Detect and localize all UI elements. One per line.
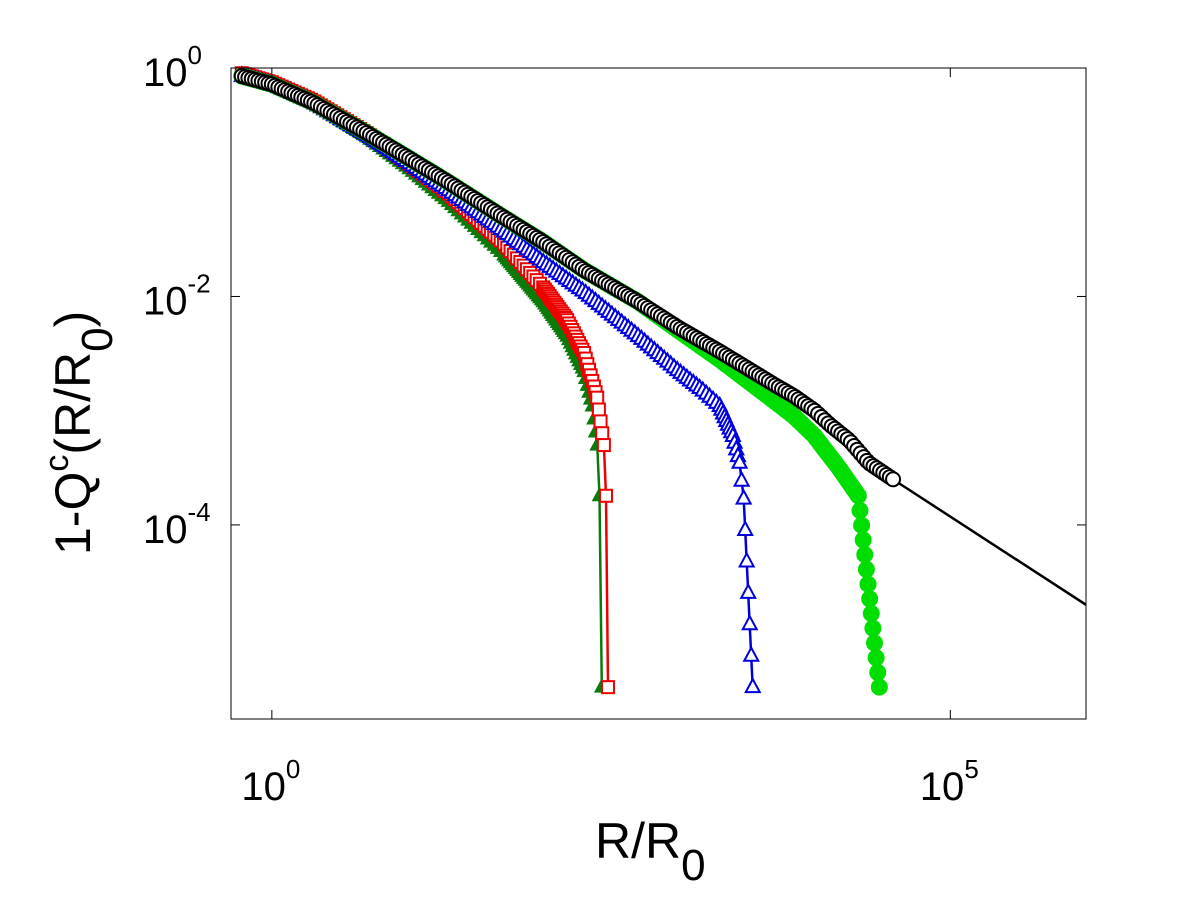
- data-point: [869, 663, 887, 681]
- y-axis-title-sup: c: [38, 455, 76, 472]
- x-tick-label: 100: [241, 754, 300, 809]
- data-point: [736, 519, 754, 537]
- data-point: [851, 501, 869, 519]
- data-point: [595, 426, 610, 441]
- plot-frame: [230, 67, 1087, 720]
- data-point: [849, 487, 867, 505]
- x-tick-label-exp: 0: [286, 754, 300, 784]
- data-point: [864, 619, 882, 637]
- x-axis-title-main: R/R: [595, 813, 681, 869]
- data-point: [885, 471, 902, 488]
- data-point: [730, 452, 749, 469]
- y-axis-title-post: ): [45, 311, 101, 328]
- data-point: [590, 390, 605, 405]
- data-point: [598, 488, 613, 503]
- data-point: [856, 546, 874, 564]
- y-axis-title: 1-Qc(R/R0): [38, 311, 122, 555]
- data-point: [866, 634, 884, 652]
- data-point: [600, 680, 615, 695]
- y-axis-title-mid: (R/R: [45, 352, 101, 455]
- y-tick-label-base: 10: [143, 508, 188, 552]
- data-point: [857, 560, 875, 578]
- series-layer: [233, 65, 1086, 696]
- data-point: [870, 678, 888, 696]
- data-point: [861, 590, 879, 608]
- data-point: [593, 414, 608, 429]
- x-axis-title-sub: 0: [681, 841, 705, 890]
- y-tick-label-base: 10: [143, 279, 188, 323]
- series-0-group: [233, 68, 1086, 606]
- x-tick-label: 105: [920, 754, 979, 809]
- data-point: [854, 531, 872, 549]
- data-point: [853, 516, 871, 534]
- y-tick-label-exp: 0: [188, 40, 202, 70]
- y-tick-label: 10-2: [143, 268, 211, 323]
- x-tick-label-exp: 5: [964, 754, 978, 784]
- x-axis-title: R/R0: [595, 813, 706, 890]
- data-point: [596, 438, 611, 453]
- data-point: [744, 677, 762, 694]
- data-point: [867, 649, 885, 667]
- y-axis-title-pre: 1-Q: [45, 472, 101, 555]
- data-point: [859, 575, 877, 593]
- data-point: [738, 551, 756, 568]
- y-tick-label: 10-4: [143, 497, 211, 552]
- data-point: [732, 470, 751, 487]
- x-tick-label-base: 10: [241, 765, 286, 809]
- data-point: [734, 488, 753, 505]
- y-axis-title-sub: 0: [73, 327, 122, 351]
- data-point: [862, 605, 880, 623]
- y-tick-label-exp: -4: [188, 497, 211, 527]
- y-tick-label: 100: [143, 40, 202, 95]
- data-point: [741, 614, 759, 631]
- x-tick-label-base: 10: [920, 765, 965, 809]
- y-tick-label-exp: -2: [188, 268, 211, 298]
- data-point: [591, 402, 606, 417]
- data-point: [742, 645, 760, 662]
- data-point: [739, 582, 757, 599]
- y-tick-label-base: 10: [143, 51, 188, 95]
